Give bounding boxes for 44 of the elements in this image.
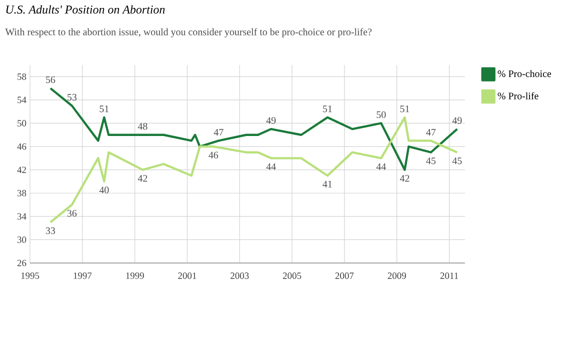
legend-label: % Pro-life [498, 92, 538, 100]
y-tick-label: 54 [18, 96, 26, 104]
y-tick-label: 38 [17, 190, 26, 196]
y-tick-label: 26 [17, 260, 26, 266]
y-tick-label: 50 [18, 120, 26, 126]
data-label: 33 [46, 227, 56, 234]
data-label: 49 [452, 117, 462, 124]
x-tick-label: 2009 [388, 272, 406, 279]
data-label: 51 [100, 106, 109, 112]
data-label: 44 [266, 163, 276, 170]
data-label: 42 [400, 175, 410, 182]
data-label: 40 [99, 186, 109, 194]
x-tick-label: 1997 [74, 272, 92, 279]
x-tick-label: 2001 [178, 272, 196, 279]
x-tick-label: 2007 [335, 272, 354, 279]
x-tick-label: 1999 [126, 272, 144, 279]
data-label: 46 [208, 152, 218, 158]
data-label: 45 [426, 158, 436, 164]
x-tick-label: 2003 [230, 272, 249, 279]
chart-title: U.S. Adults' Position on Abortion [6, 5, 165, 14]
data-label: 51 [323, 106, 332, 112]
y-tick-label: 30 [17, 236, 26, 243]
y-tick-label: 34 [17, 213, 26, 220]
x-tick-label: 2005 [283, 272, 302, 279]
data-label: 41 [322, 180, 332, 188]
x-tick-label: 2011 [440, 272, 458, 279]
y-tick-label: 58 [18, 73, 26, 80]
data-label: 53 [68, 94, 77, 101]
y-tick-label: 46 [17, 143, 26, 150]
data-label: 51 [400, 106, 410, 112]
y-tick-label: 42 [17, 166, 26, 173]
data-label: 50 [376, 111, 386, 118]
data-label: 36 [67, 210, 77, 217]
data-label: 44 [376, 163, 386, 170]
data-label: 47 [426, 128, 436, 136]
legend-label: % Pro-choice [498, 70, 552, 78]
data-label: 42 [138, 175, 148, 182]
x-tick-label: 1995 [21, 272, 40, 279]
chart-subtitle: With respect to the abortion issue, would you consider yourself to be pro-choice or pro-life? [5, 28, 372, 38]
data-label: 47 [214, 128, 224, 136]
data-label: 48 [138, 122, 148, 130]
data-label: 56 [46, 76, 56, 84]
data-label: 45 [452, 158, 462, 164]
data-label: 49 [266, 117, 276, 124]
